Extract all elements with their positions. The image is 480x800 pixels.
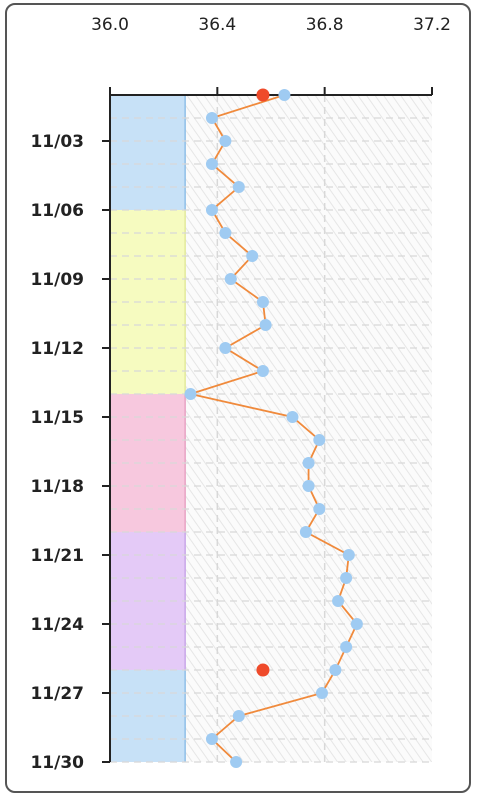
special-marker [256,663,270,677]
data-point [230,756,243,768]
data-point [205,204,218,216]
data-point [342,549,355,561]
x-tick-labels: 36.0 36.4 36.8 37.2 [91,15,451,35]
y-tick-label: 11/09 [30,270,84,290]
data-point [329,664,342,676]
data-point [299,526,312,538]
data-point [340,572,353,584]
y-tick-label: 11/03 [30,132,84,152]
data-point [232,181,245,193]
data-point [302,457,315,469]
y-tick-label: 11/15 [30,408,84,428]
y-tick-label: 11/18 [30,477,84,497]
special-markers [256,88,270,677]
data-point [286,411,299,423]
phase-bands [110,95,186,762]
data-point [340,641,353,653]
data-point [332,595,345,607]
x-tick-label: 36.0 [91,15,129,35]
data-point [350,618,363,630]
x-tick-label: 37.2 [413,15,451,35]
y-tick-label: 11/27 [30,684,84,704]
data-point [302,480,315,492]
data-point [256,296,269,308]
data-point [246,250,259,262]
data-point [205,733,218,745]
phase-band-1 [110,95,186,210]
x-tick-label: 36.8 [306,15,344,35]
data-point [184,388,197,400]
data-point [278,89,291,101]
data-point [224,273,237,285]
grid-lines [110,95,432,763]
special-marker [256,88,270,102]
data-point [256,365,269,377]
temperature-series [184,89,363,768]
data-point [313,434,326,446]
y-tick-label: 11/06 [30,201,84,221]
y-tick-label: 11/12 [30,339,84,359]
x-tick-label: 36.4 [198,15,236,35]
data-point [219,135,232,147]
data-point [315,687,328,699]
data-point [219,342,232,354]
y-tick-labels: 11/03 11/06 11/09 11/12 11/15 11/18 11/21 11/24… [30,132,84,773]
y-tick-label: 11/24 [30,615,84,635]
y-tick-label: 11/30 [30,753,84,773]
y-tick-label: 11/21 [30,546,84,566]
data-point [232,710,245,722]
axes [102,87,433,763]
data-point [259,319,272,331]
data-point [313,503,326,515]
data-point [205,112,218,124]
data-point [219,227,232,239]
data-point [205,158,218,170]
